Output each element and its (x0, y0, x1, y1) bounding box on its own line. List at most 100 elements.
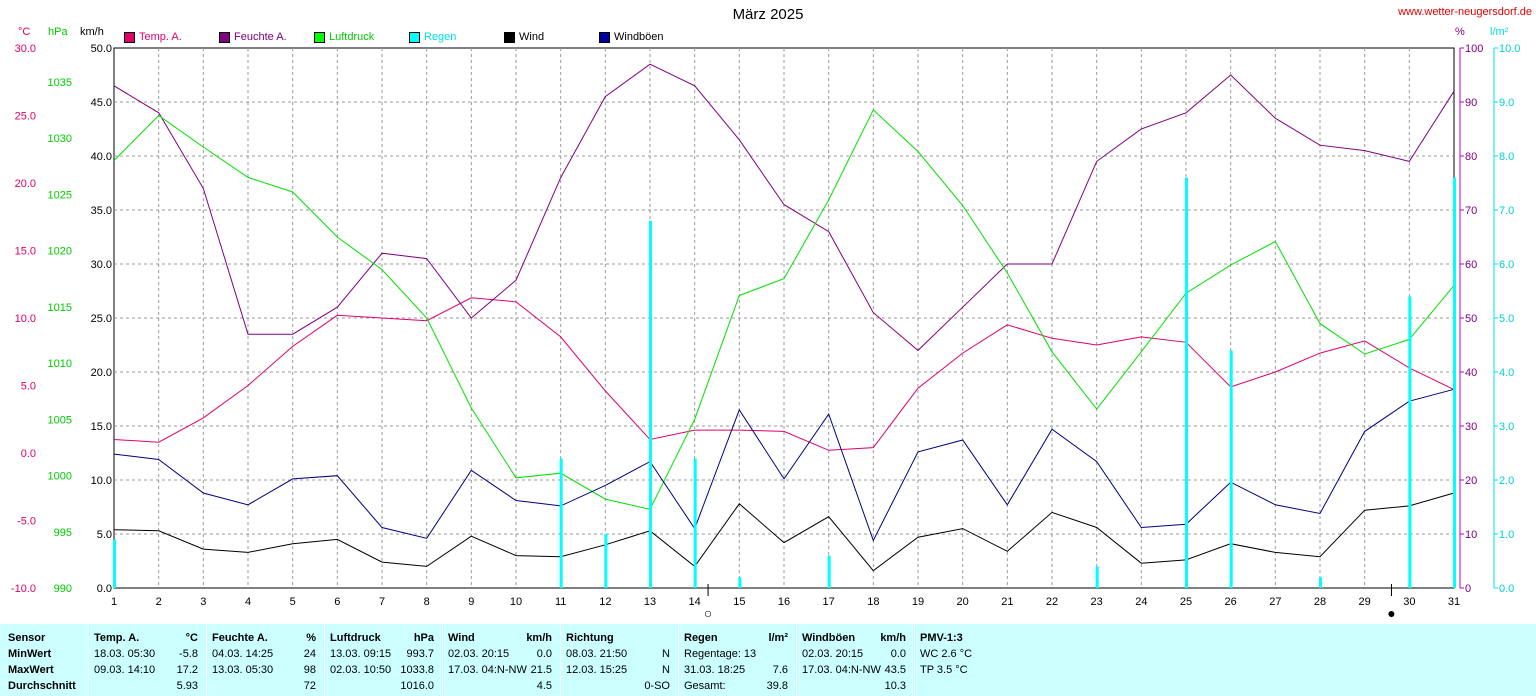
rain-bar (1408, 296, 1412, 588)
rain-bar (1229, 350, 1233, 588)
x-tick-label: 12 (599, 596, 611, 608)
x-tick-label: 1 (111, 596, 117, 608)
wind-tick-label: 50.0 (91, 43, 112, 55)
x-tick-label: 8 (424, 596, 430, 608)
rain-unit: l/m² (1490, 26, 1509, 38)
stat-unit: l/m² (768, 632, 788, 644)
row-label-sensor: Sensor (8, 632, 46, 644)
temp-tick-label: -10.0 (11, 583, 36, 595)
humidity-line (113, 63, 1455, 352)
stat-title: Luftdruck (330, 632, 381, 644)
wind-tick-label: 30.0 (91, 259, 112, 271)
x-tick-label: 22 (1046, 596, 1058, 608)
stat-avg: 72 (303, 680, 316, 692)
stat-max-time: 31.03. 18:25 (684, 664, 746, 676)
rain-bar (1185, 177, 1188, 588)
pressure-tick-label: 995 (54, 527, 72, 539)
rain-bar (113, 539, 116, 588)
stat-avg: 39.8 (766, 680, 788, 692)
temp-tick-label: 30.0 (15, 43, 36, 55)
legend-wind: Wind (504, 30, 544, 44)
stat-max-val: 21.5 (530, 664, 552, 676)
humidity-tick-label: 30 (1465, 421, 1477, 433)
rain-bar (604, 534, 608, 588)
stat-column: Windböen km/h 02.03. 20:15 0.0 17.03. 04:N-N… (796, 624, 915, 696)
x-tick-label: 15 (733, 596, 745, 608)
temp-tick-label: 15.0 (15, 246, 36, 258)
stat-title: Regen (684, 632, 718, 644)
stat-min-val: 993.7 (406, 648, 434, 660)
legend-rain: Regen (409, 30, 456, 44)
stat-max-val: 17.2 (176, 664, 198, 676)
stat-min-val: N (662, 648, 670, 660)
pressure-tick-label: 1005 (48, 414, 72, 426)
stat-avg: 1016.0 (400, 680, 434, 692)
humidity-tick-label: 40 (1465, 367, 1477, 379)
rain-bar (693, 458, 697, 588)
row-label-avg: Durchschnitt (8, 680, 76, 692)
stat-column: Luftdruck hPa 13.03. 09:15 993.7 02.03. 10:5… (324, 624, 443, 696)
x-tick-label: 18 (867, 596, 879, 608)
site-url[interactable]: www.wetter-neugersdorf.de (1398, 6, 1532, 18)
rain-tick-label: 9.0 (1499, 97, 1514, 109)
temp-tick-label: 25.0 (15, 111, 36, 123)
wind-tick-label: 25.0 (91, 313, 112, 325)
rain-bar (649, 220, 652, 589)
stat-min-time: 02.03. 20:15 (802, 648, 864, 660)
legend-temp: Temp. A. (124, 30, 182, 44)
x-tick-label: 2 (156, 596, 162, 608)
stat-min-time: 02.03. 20:15 (448, 648, 510, 660)
temp-tick-label: 0.0 (21, 448, 36, 460)
humidity-unit: % (1455, 26, 1465, 38)
stat-min-time: 04.03. 14:25 (212, 648, 274, 660)
rain-bar (1453, 177, 1456, 588)
stat-avg: 5.93 (176, 680, 198, 692)
x-tick-label: 6 (334, 596, 340, 608)
legend-swatch-pressure (314, 31, 325, 43)
stat-title: Wind (448, 632, 475, 644)
wind-tick-label: 15.0 (91, 421, 112, 433)
legend-label-temp: Temp. A. (139, 31, 182, 43)
stat-title: Windböen (802, 632, 856, 644)
stat-max-time: 02.03. 10:50 (330, 664, 392, 676)
humidity-tick-label: 70 (1465, 205, 1477, 217)
stat-max-time: 17.03. 04:N-NW (802, 664, 881, 676)
x-tick-label: 16 (778, 596, 790, 608)
temp-tick-label: 20.0 (15, 178, 36, 190)
rain-tick-label: 6.0 (1499, 259, 1514, 271)
wind-tick-label: 45.0 (91, 97, 112, 109)
wind-tick-label: 5.0 (97, 529, 112, 541)
stat-unit: % (306, 632, 316, 644)
rain-tick-label: 3.0 (1499, 421, 1514, 433)
rain-tick-label: 1.0 (1499, 529, 1514, 541)
x-tick-label: 28 (1314, 596, 1326, 608)
stat-min-val: 24 (303, 648, 316, 660)
stat-title: Richtung (566, 632, 614, 644)
x-tick-label: 27 (1269, 596, 1281, 608)
legend-label-rain: Regen (424, 31, 457, 43)
x-tick-label: 9 (468, 596, 474, 608)
x-tick-label: 26 (1225, 596, 1237, 608)
stat-unit: km/h (526, 632, 552, 644)
stat-max-time: 12.03. 15:25 (566, 664, 628, 676)
legend-swatch-rain (409, 31, 420, 43)
stat-unit: km/h (880, 632, 906, 644)
pressure-tick-label: 1035 (48, 77, 72, 89)
rain-bar (559, 458, 563, 588)
rain-bar (827, 555, 831, 588)
stat-column: Regen l/m² Regentage: 13 31.03. 18:25 7.6 Ges… (678, 624, 797, 696)
temp-tick-label: 10.0 (15, 313, 36, 325)
row-label-column: Sensor MinWert MaxWert Durchschnitt (0, 624, 89, 696)
stat-min-val: 0.0 (890, 648, 906, 660)
rain-tick-label: 4.0 (1499, 367, 1514, 379)
full-moon-icon: ○ (704, 605, 712, 621)
stat-title: Feuchte A. (212, 632, 268, 644)
temp-tick-label: 5.0 (21, 381, 36, 393)
stat-column: Temp. A. °C 18.03. 05:30 -5.8 09.03. 14:10 17… (88, 624, 207, 696)
pressure-tick-label: 1020 (48, 246, 72, 258)
humidity-tick-label: 60 (1465, 259, 1477, 271)
x-tick-label: 7 (379, 596, 385, 608)
pressure-tick-label: 1025 (48, 189, 72, 201)
humidity-tick-label: 50 (1465, 313, 1477, 325)
legend-swatch-wind (504, 31, 515, 43)
